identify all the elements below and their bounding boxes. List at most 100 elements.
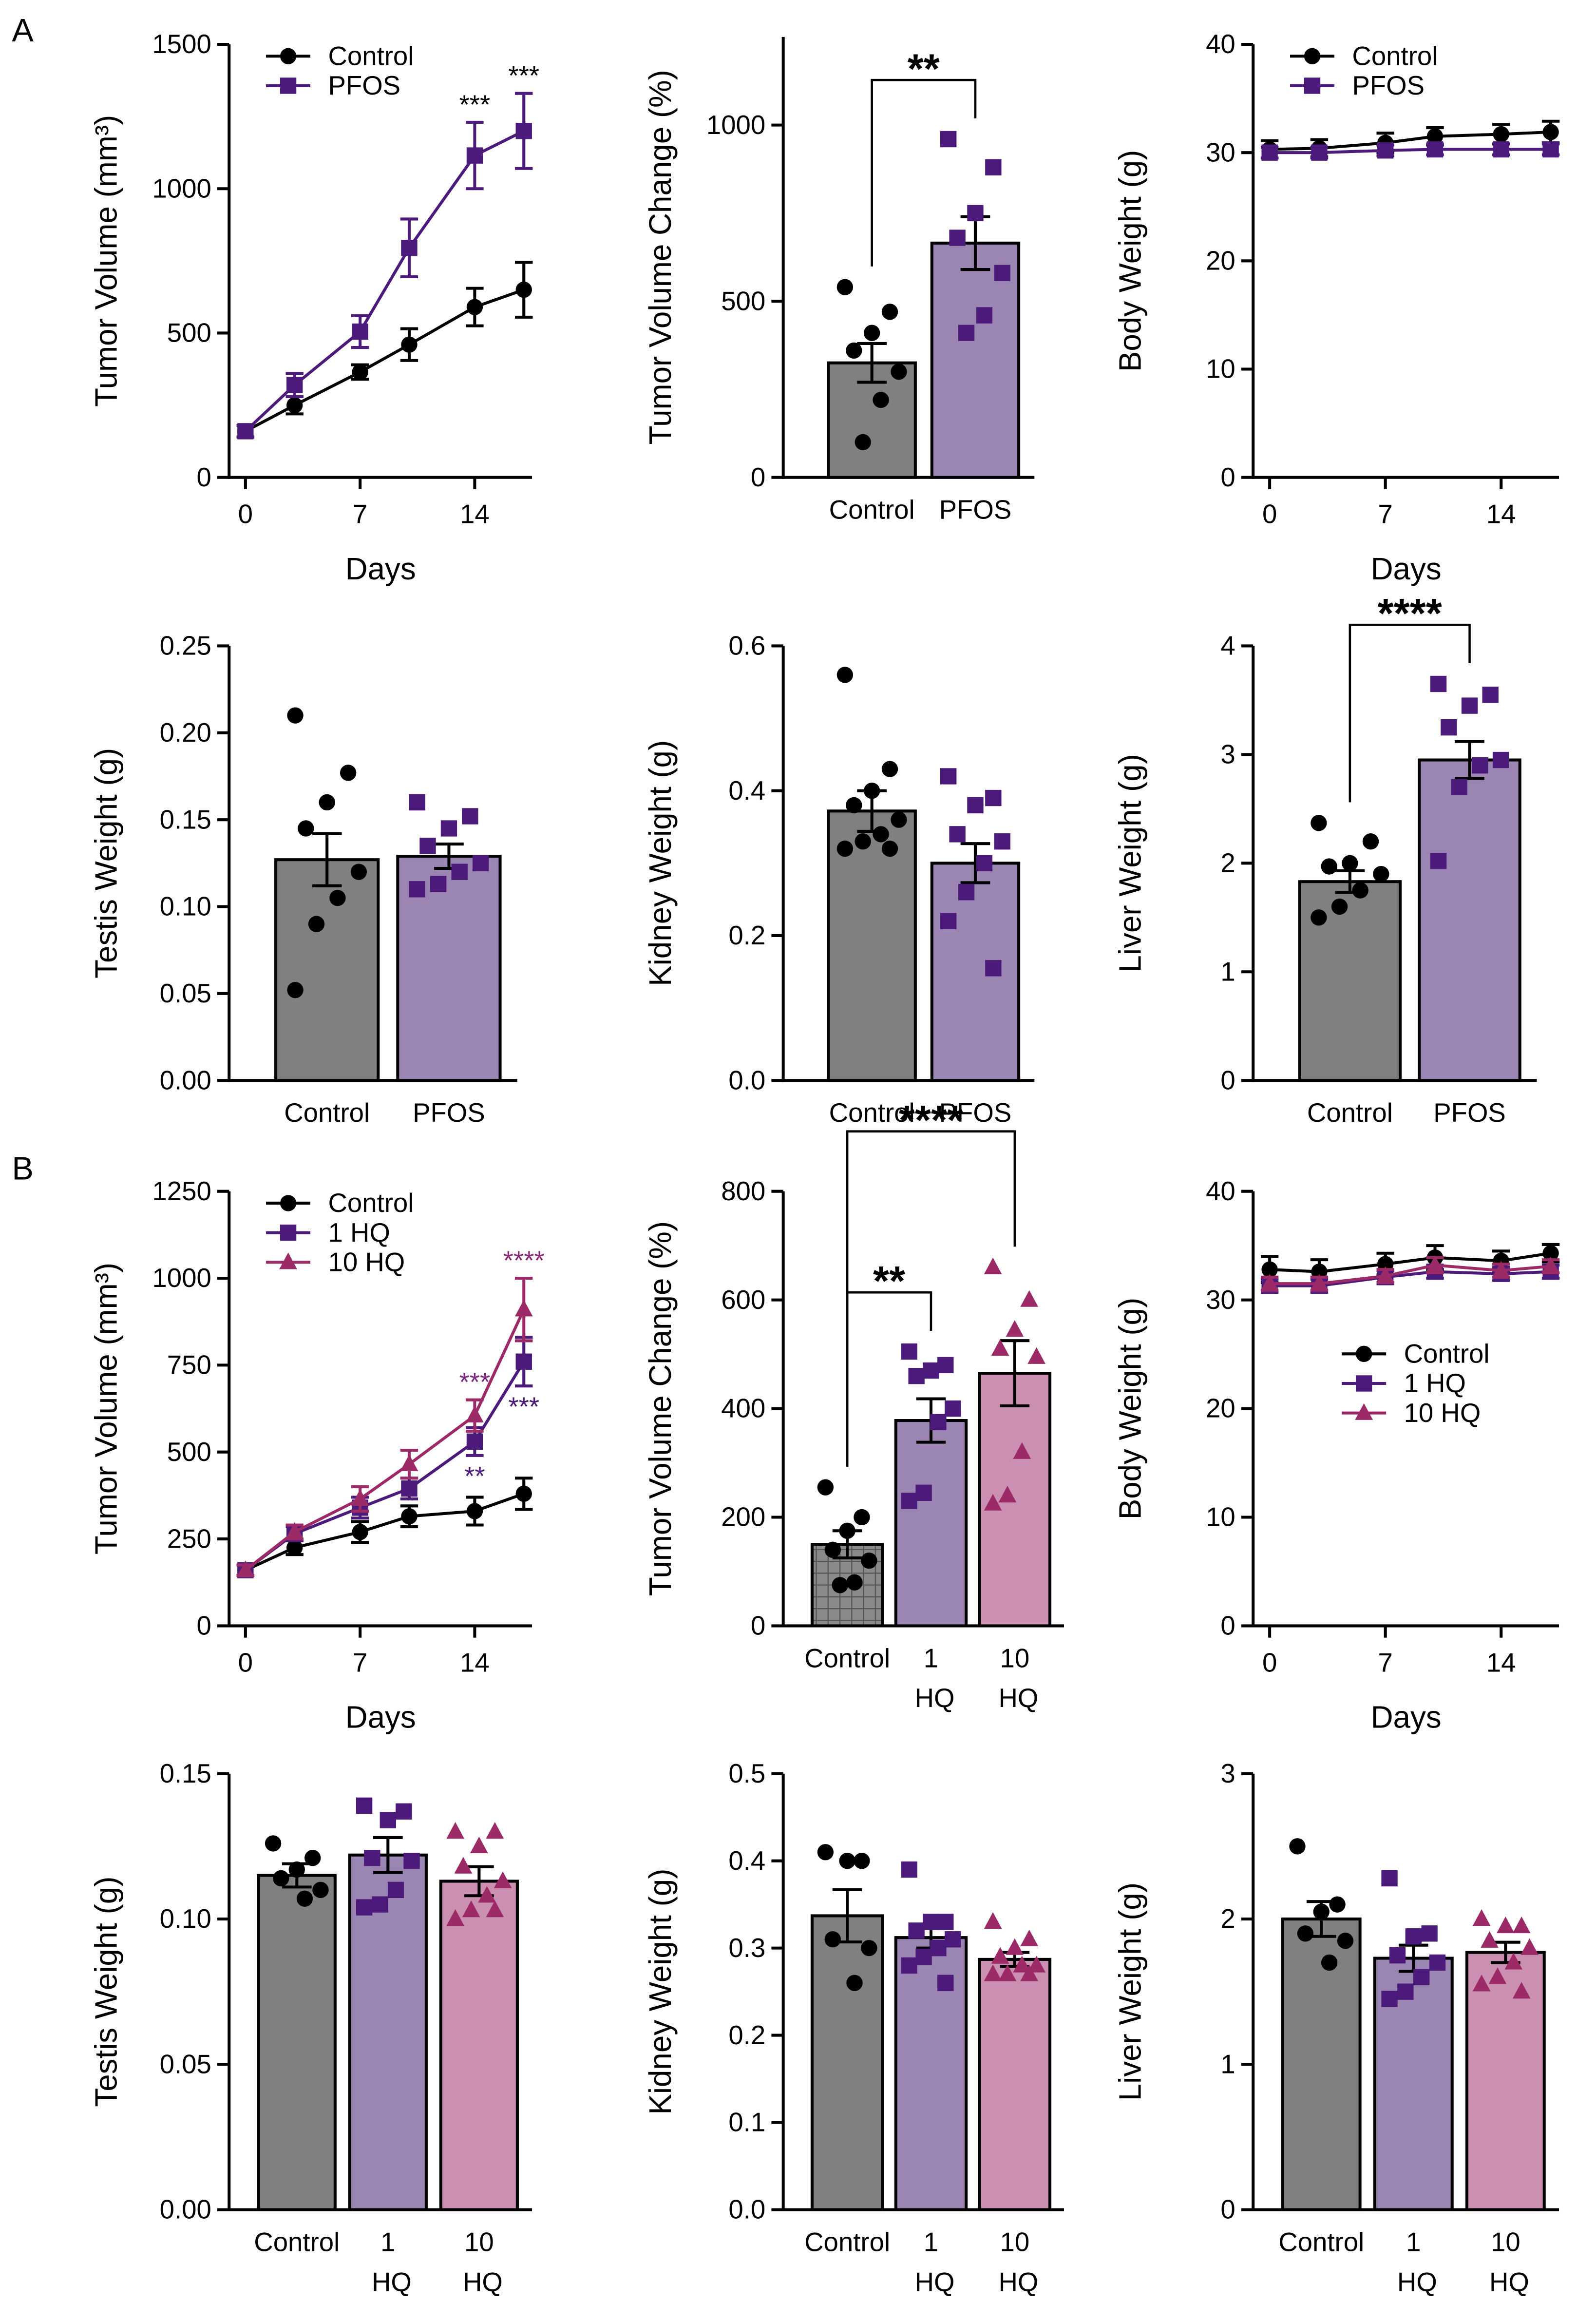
y-tick-label: 0.2 — [728, 921, 765, 950]
legend-label: 10 HQ — [328, 1247, 405, 1277]
marker — [976, 855, 993, 872]
marker — [1329, 1896, 1346, 1913]
marker — [863, 325, 880, 341]
error-bar — [312, 832, 342, 887]
x-tick-label: 7 — [1378, 1648, 1393, 1677]
marker — [364, 1850, 380, 1866]
marker — [937, 1914, 954, 1930]
marker — [846, 1975, 863, 1991]
error-bar — [1000, 1339, 1030, 1408]
marker — [304, 1850, 321, 1866]
marker — [1373, 865, 1389, 883]
marker — [1451, 779, 1467, 795]
marker — [1006, 1320, 1024, 1337]
significance-label: **** — [1378, 590, 1442, 636]
y-tick-label: 600 — [721, 1285, 765, 1315]
bar — [930, 862, 1021, 1082]
error-bar — [857, 342, 887, 384]
series-line — [1270, 1270, 1551, 1287]
marker — [891, 364, 907, 380]
legend-label: Control — [1352, 41, 1438, 71]
bar — [930, 241, 1021, 479]
marker — [846, 797, 862, 814]
marker — [280, 1224, 297, 1241]
y-axis-title: Testis Weight (g) — [89, 748, 124, 979]
marker — [1413, 1969, 1430, 1985]
y-tick-label: 0.6 — [728, 631, 765, 661]
marker — [372, 1896, 388, 1913]
marker — [949, 230, 966, 246]
marker — [1405, 1928, 1422, 1945]
marker — [824, 1931, 841, 1948]
marker — [839, 1852, 855, 1869]
y-tick-label: 1000 — [152, 173, 211, 203]
y-tick-label: 0.2 — [728, 2020, 765, 2050]
marker — [340, 765, 357, 781]
x-axis-title: Days — [345, 1700, 416, 1735]
y-tick-label: 40 — [1206, 1176, 1235, 1206]
y-axis-title: Tumor Volume (mm³) — [89, 1263, 124, 1554]
legend-label: PFOS — [1352, 71, 1425, 100]
bar — [894, 1419, 968, 1628]
marker — [937, 1357, 954, 1374]
marker — [419, 837, 436, 854]
marker — [985, 789, 1002, 806]
y-tick-label: 30 — [1206, 1285, 1235, 1315]
marker — [901, 1957, 917, 1974]
y-tick-label: 1500 — [152, 29, 211, 59]
marker — [1006, 1938, 1024, 1955]
marker — [265, 1835, 282, 1852]
y-tick-label: 0.00 — [160, 2195, 211, 2225]
y-tick-label: 0.05 — [160, 2049, 211, 2079]
x-tick-label: 10 HQ — [991, 2227, 1038, 2297]
y-axis-title: Liver Weight (g) — [1113, 1882, 1148, 2101]
bar — [274, 858, 380, 1082]
y-tick-label: 0.25 — [160, 631, 211, 661]
marker — [1020, 1290, 1039, 1307]
marker — [846, 1574, 863, 1591]
marker — [1512, 1916, 1531, 1934]
marker — [1337, 1933, 1354, 1949]
y-tick-label: 0.3 — [728, 1933, 765, 1963]
marker — [1430, 675, 1447, 692]
y-tick-label: 2 — [1220, 1904, 1235, 1934]
marker — [1331, 898, 1348, 915]
marker — [352, 364, 368, 381]
marker — [462, 808, 478, 825]
significance-label: *** — [459, 90, 491, 119]
marker — [1472, 757, 1488, 774]
y-tick-label: 1 — [1220, 957, 1235, 986]
marker — [319, 794, 335, 811]
marker — [1429, 1954, 1446, 1971]
marker — [984, 1912, 1002, 1929]
marker — [863, 783, 880, 799]
y-tick-label: 0.20 — [160, 718, 211, 748]
marker — [967, 205, 984, 222]
marker — [1311, 815, 1327, 831]
marker — [287, 707, 304, 724]
marker — [1496, 1916, 1515, 1934]
marker — [466, 1503, 483, 1519]
marker — [930, 1414, 947, 1431]
marker — [279, 1252, 297, 1269]
y-tick-label: 0.00 — [160, 1065, 211, 1095]
marker — [1389, 1947, 1406, 1964]
x-tick-label: 14 — [460, 499, 490, 529]
x-tick-label: 14 — [1486, 499, 1516, 529]
y-tick-label: 0 — [751, 462, 765, 492]
marker — [881, 840, 898, 857]
y-tick-label: 0 — [1220, 1611, 1235, 1641]
marker — [1397, 1983, 1414, 2000]
marker — [380, 1812, 396, 1828]
marker — [396, 1803, 412, 1820]
marker — [356, 1899, 373, 1916]
marker — [296, 1890, 313, 1907]
marker — [486, 1900, 504, 1918]
marker — [440, 820, 457, 837]
marker — [994, 833, 1010, 850]
y-tick-label: 30 — [1206, 137, 1235, 167]
y-axis-title: Liver Weight (g) — [1113, 754, 1148, 972]
y-tick-label: 40 — [1206, 29, 1235, 59]
x-tick-label: Control — [254, 2227, 340, 2257]
marker — [1311, 144, 1328, 161]
